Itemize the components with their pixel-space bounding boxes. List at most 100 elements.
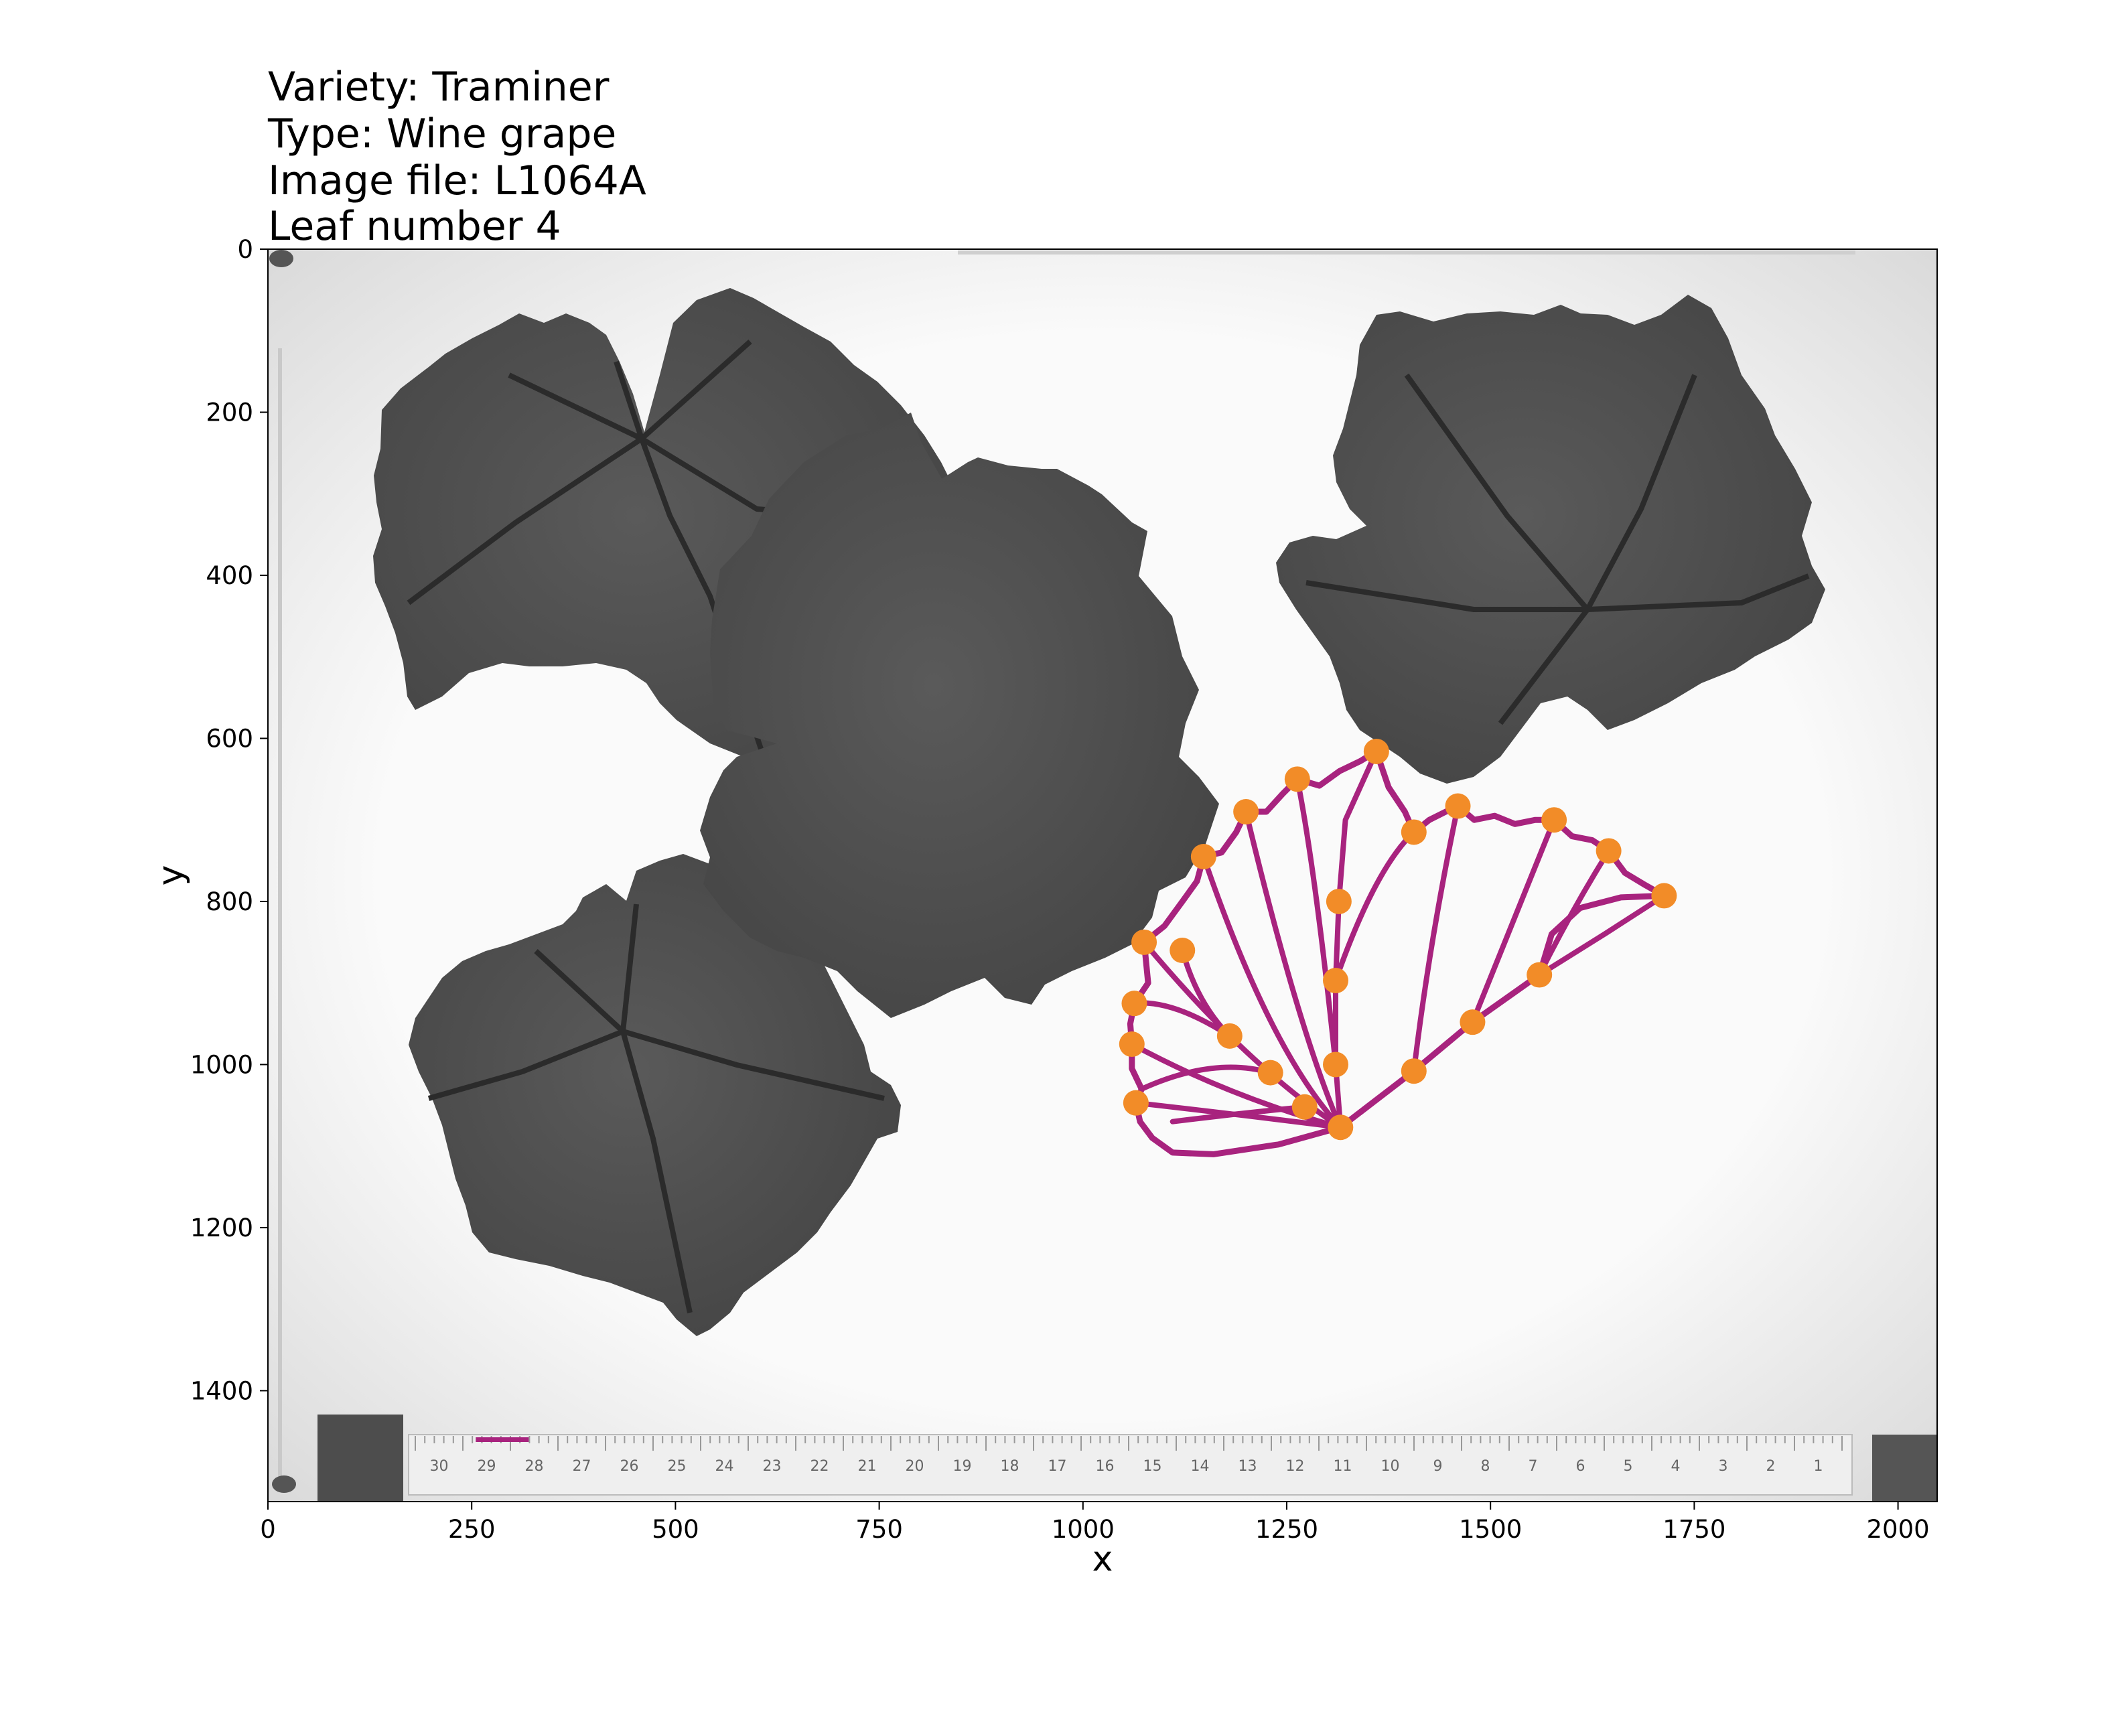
x-axis-label: x	[1092, 1539, 1113, 1579]
ruler-number: 1	[1814, 1458, 1823, 1475]
ruler-number: 28	[525, 1458, 544, 1475]
ruler-ticks	[415, 1436, 1843, 1451]
y-tick-label: 800	[206, 887, 253, 916]
landmark-point-3	[1323, 968, 1349, 994]
leaf-bottom-left-shape	[409, 854, 901, 1336]
ruler-strip	[408, 1434, 1853, 1496]
title-line-variety: Variety: Traminer	[268, 64, 610, 111]
landmark-point-7	[1460, 1009, 1486, 1035]
scan-dark-block-right	[1872, 1435, 1937, 1502]
title-block: Variety: Traminer Type: Wine grape Image…	[267, 64, 646, 250]
landmark-point-22	[1291, 1094, 1318, 1120]
scan-left-edge-line	[278, 348, 282, 1487]
leaf-bottom-left-veins	[427, 903, 885, 1313]
scan-top-edge-line	[958, 250, 1855, 255]
leaf-bottom-right-shape	[700, 413, 1219, 1018]
landmark-point-11	[1541, 807, 1567, 833]
vein-trace-9	[1333, 829, 1417, 984]
ruler-number: 20	[906, 1458, 924, 1475]
leaf-annotation	[1119, 738, 1677, 1157]
landmark-point-15	[1233, 799, 1259, 825]
landmark-point-12	[1445, 793, 1471, 819]
vein-trace-10	[1411, 803, 1461, 1074]
scan-dark-block-left	[317, 1415, 403, 1502]
ruler-number: 8	[1481, 1458, 1490, 1475]
vein-trace-6	[1129, 1041, 1344, 1131]
ruler-number: 16	[1096, 1458, 1115, 1475]
landmark-point-4	[1326, 888, 1352, 914]
vein-trace-11	[1470, 817, 1557, 1025]
landmark-point-24	[1216, 1023, 1243, 1049]
ruler-numbers: 30 29 28 27 26 25 24 23 22 21 20 19 18 17 16 15 14 13 12 11…	[430, 1458, 1823, 1475]
ruler-number: 13	[1239, 1458, 1257, 1475]
vein-trace-12	[1537, 848, 1612, 978]
ruler-number: 17	[1048, 1458, 1067, 1475]
landmark-point-21	[1123, 1090, 1149, 1116]
landmark-point-5	[1363, 738, 1389, 764]
ruler-number: 19	[953, 1458, 972, 1475]
landmark-point-18	[1170, 938, 1196, 964]
x-tick-label: 250	[448, 1515, 496, 1544]
ruler-number: 21	[858, 1458, 877, 1475]
landmark-point-9	[1651, 883, 1677, 909]
landmark-point-6	[1401, 1058, 1427, 1084]
vein-trace-16	[1170, 1104, 1307, 1125]
ruler-number: 12	[1286, 1458, 1305, 1475]
ruler-number: 25	[668, 1458, 687, 1475]
landmark-point-20	[1119, 1031, 1145, 1058]
y-tick-label: 200	[206, 398, 253, 427]
x-tick-label: 0	[260, 1515, 276, 1544]
y-axis: 0 200 400 600 800 1000 1200 1400	[190, 235, 268, 1405]
ruler-number: 23	[763, 1458, 782, 1475]
landmark-point-10	[1596, 838, 1622, 864]
x-tick-label: 1500	[1459, 1515, 1522, 1544]
landmark-point-17	[1131, 929, 1157, 955]
ruler-number: 6	[1576, 1458, 1585, 1475]
ruler-number: 14	[1191, 1458, 1210, 1475]
x-tick-label: 2000	[1867, 1515, 1930, 1544]
landmark-point-16	[1190, 843, 1216, 869]
ruler-number: 26	[620, 1458, 639, 1475]
ruler-number: 9	[1433, 1458, 1443, 1475]
ruler-number: 10	[1381, 1458, 1400, 1475]
vein-trace-15	[1139, 1064, 1273, 1092]
title-line-leaf-number: Leaf number 4	[268, 203, 561, 250]
ruler-number: 2	[1766, 1458, 1776, 1475]
ruler-number: 11	[1334, 1458, 1352, 1475]
y-tick-label: 1200	[190, 1214, 253, 1242]
landmark-point-23	[1257, 1060, 1283, 1086]
landmark-point-1	[1328, 1114, 1354, 1141]
scan-corner-mark-top-left	[269, 250, 293, 267]
ruler-number: 15	[1143, 1458, 1162, 1475]
x-tick-label: 750	[855, 1515, 903, 1544]
ruler-number: 7	[1529, 1458, 1538, 1475]
ruler-number: 3	[1719, 1458, 1728, 1475]
x-tick-label: 1750	[1663, 1515, 1725, 1544]
plot-area: 30 29 28 27 26 25 24 23 22 21 20 19 18 17 16 15 14 13 12 11…	[268, 249, 1937, 1502]
ruler-number: 5	[1624, 1458, 1633, 1475]
y-axis-label: y	[151, 865, 191, 886]
landmark-point-19	[1121, 991, 1147, 1017]
title-line-image-file: Image file: L1064A	[268, 157, 646, 204]
landmark-point-13	[1401, 819, 1427, 845]
leaf-top-right	[1276, 295, 1825, 784]
vein-trace-4	[1200, 854, 1344, 1131]
vein-trace-2	[1338, 893, 1667, 1131]
ruler-number: 29	[478, 1458, 496, 1475]
x-tick-label: 1000	[1052, 1515, 1115, 1544]
ruler-number: 22	[810, 1458, 829, 1475]
ruler-number: 30	[430, 1458, 449, 1475]
ruler-number: 24	[715, 1458, 734, 1475]
vein-trace-3	[1243, 809, 1344, 1131]
ruler-number: 4	[1671, 1458, 1681, 1475]
leaf-top-left-veins	[407, 340, 938, 778]
vein-trace-8	[1294, 776, 1338, 1068]
scan-corner-mark-bottom-left	[272, 1475, 296, 1493]
leaf-top-right-veins	[1305, 373, 1810, 725]
y-tick-label: 0	[237, 235, 253, 264]
x-tick-label: 1250	[1255, 1515, 1318, 1544]
ruler-number: 18	[1001, 1458, 1019, 1475]
y-tick-label: 1400	[190, 1376, 253, 1405]
landmark-point-14	[1284, 766, 1310, 792]
